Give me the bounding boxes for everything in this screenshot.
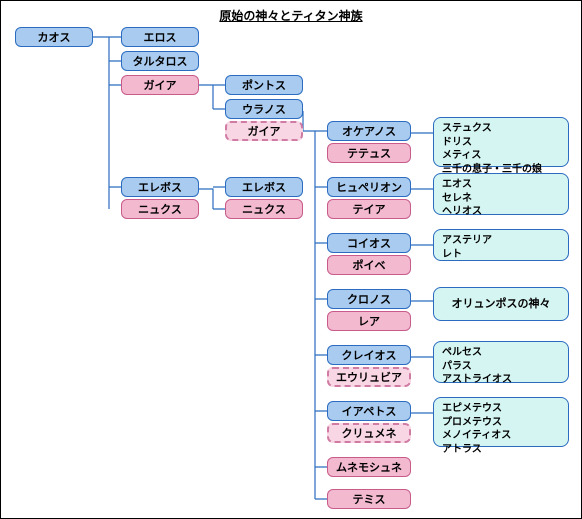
node-eros: エロス — [121, 27, 199, 47]
info-oceanos_kids: ステュクスドリスメティス三千の息子・三千の娘 — [433, 117, 569, 167]
node-hyperion: ヒュペリオン — [327, 177, 411, 197]
node-eurybia: エウリュビア — [327, 367, 411, 387]
info-line: アトラス — [442, 443, 560, 457]
node-label: イアペトス — [342, 403, 397, 419]
node-label: テイア — [353, 201, 386, 217]
node-label: ポントス — [242, 77, 286, 93]
diagram-frame: 原始の神々とティタン神族 カオス エロスタルタロスガイアエレボスニュクス ポントスウ… — [0, 0, 582, 519]
diagram-title: 原始の神々とティタン神族 — [1, 7, 581, 24]
node-chaos: カオス — [15, 27, 93, 47]
info-line: ドリス — [442, 136, 560, 150]
node-mnemosyne: ムネモシュネ — [327, 457, 411, 477]
node-tartaros: タルタロス — [121, 51, 199, 71]
node-label: テミス — [353, 491, 386, 507]
node-label: タルタロス — [133, 53, 188, 69]
node-kreios: クレイオス — [327, 345, 411, 365]
node-label: ガイア — [248, 123, 281, 139]
node-nyx: ニュクス — [121, 199, 199, 219]
node-themis: テミス — [327, 489, 411, 509]
info-olympos: オリュンポスの神々 — [433, 287, 569, 321]
node-label: エウリュビア — [336, 369, 402, 385]
node-erebos2: エレボス — [225, 177, 303, 197]
node-kronos: クロノス — [327, 289, 411, 309]
node-label: カオス — [38, 29, 71, 45]
info-line: レト — [442, 248, 560, 262]
node-koios: コイオス — [327, 233, 411, 253]
info-line: エピメテウス — [442, 402, 560, 416]
node-rhea: レア — [327, 311, 411, 331]
node-pontos: ポントス — [225, 75, 303, 95]
info-line: アストライオス — [442, 373, 560, 387]
node-label: ガイア — [144, 77, 177, 93]
info-line: プロメテウス — [442, 416, 560, 430]
node-label: ヒュペリオン — [336, 179, 402, 195]
node-gaia: ガイア — [121, 75, 199, 95]
node-nyx2: ニュクス — [225, 199, 303, 219]
node-theia: テイア — [327, 199, 411, 219]
info-kreios_kids: ペルセスパラスアストライオス — [433, 341, 569, 383]
info-line: メノイティオス — [442, 429, 560, 443]
node-label: レア — [358, 313, 380, 329]
node-klymene: クリュメネ — [327, 423, 411, 443]
info-line: メティス — [442, 149, 560, 163]
node-label: エロス — [144, 29, 177, 45]
info-line: パラス — [442, 360, 560, 374]
node-label: コイオス — [347, 235, 391, 251]
node-label: ムネモシュネ — [336, 459, 402, 475]
info-iapetos_kids: エピメテウスプロメテウスメノイティオスアトラス — [433, 397, 569, 447]
node-phoibe: ポイベ — [327, 255, 411, 275]
info-line: セレネ — [442, 192, 560, 206]
node-label: クレイオス — [342, 347, 397, 363]
node-label: テテュス — [347, 145, 391, 161]
node-oceanos: オケアノス — [327, 121, 411, 141]
info-line: ステュクス — [442, 122, 560, 136]
node-gaia2: ガイア — [225, 121, 303, 141]
node-label: ニュクス — [242, 201, 286, 217]
info-line: エオス — [442, 178, 560, 192]
node-label: ウラノス — [242, 101, 286, 117]
node-label: ニュクス — [138, 201, 182, 217]
node-label: オケアノス — [342, 123, 396, 139]
info-koios_kids: アステリアレト — [433, 229, 569, 261]
info-line: ヘリオス — [442, 205, 560, 219]
info-hyperion_kids: エオスセレネヘリオス — [433, 173, 569, 215]
node-label: エレボス — [242, 179, 286, 195]
node-erebos: エレボス — [121, 177, 199, 197]
node-tethys: テテュス — [327, 143, 411, 163]
info-line: ペルセス — [442, 346, 560, 360]
node-label: ポイベ — [353, 257, 386, 273]
node-label: クロノス — [347, 291, 391, 307]
node-uranos: ウラノス — [225, 99, 303, 119]
node-label: エレボス — [138, 179, 182, 195]
node-label: クリュメネ — [342, 425, 397, 441]
node-iapetos: イアペトス — [327, 401, 411, 421]
info-line: アステリア — [442, 234, 560, 248]
